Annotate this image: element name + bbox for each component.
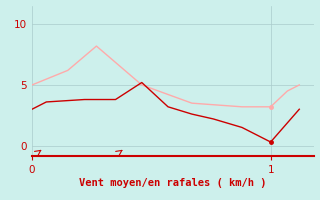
X-axis label: Vent moyen/en rafales ( km/h ): Vent moyen/en rafales ( km/h )	[79, 178, 267, 188]
